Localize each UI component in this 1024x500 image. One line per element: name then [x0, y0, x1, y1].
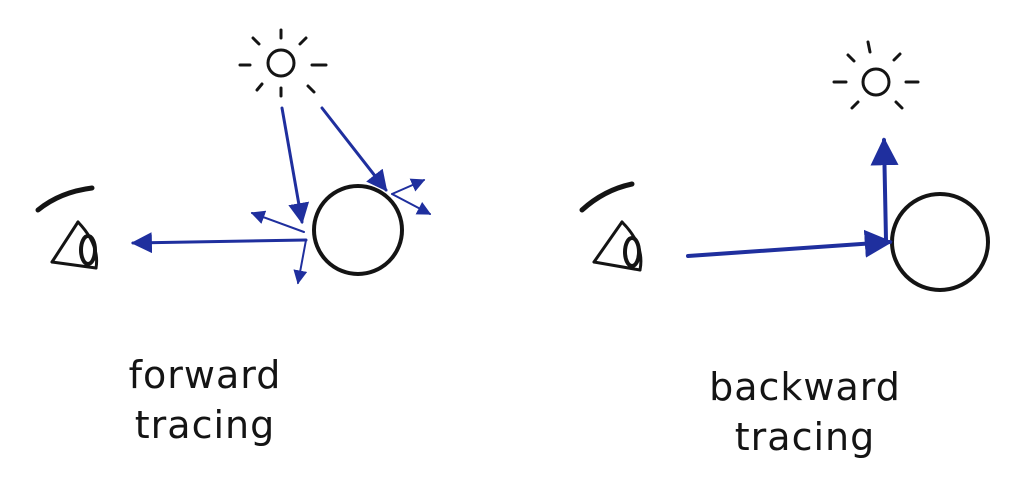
forward-ray-sun-to-sphere-1: [280, 106, 310, 225]
forward-caption-line2: tracing: [134, 403, 276, 447]
backward-eyebrow: [579, 181, 635, 213]
backward-panel: [579, 40, 990, 292]
forward-eyebrow: [35, 185, 95, 213]
forward-ray-sun-to-sphere-2: [320, 106, 388, 192]
backward-eye-icon: [592, 220, 643, 272]
forward-sphere: [312, 184, 404, 276]
forward-rays: [130, 106, 432, 285]
backward-ray-eye-to-sphere: [686, 229, 893, 258]
backward-rays: [686, 137, 899, 258]
forward-scatter-ray-2: [293, 239, 308, 285]
forward-eye-icon: [50, 220, 99, 270]
backward-sun-icon: [832, 40, 920, 110]
backward-caption-line2: tracing: [734, 415, 876, 459]
forward-panel: [35, 28, 432, 285]
forward-scatter-ray-3: [391, 178, 426, 195]
forward-scatter-ray-1: [250, 210, 305, 233]
backward-tracing-caption: backward tracing: [700, 362, 910, 462]
forward-tracing-caption: forward tracing: [100, 350, 310, 450]
backward-shadow-ray-to-sun: [870, 137, 899, 242]
backward-caption-line1: backward: [709, 365, 901, 409]
forward-scatter-ray-4: [391, 193, 432, 215]
forward-sun-icon: [238, 28, 328, 98]
forward-ray-to-eye: [130, 232, 308, 254]
forward-caption-line1: forward: [128, 353, 282, 397]
backward-sphere: [890, 192, 990, 292]
